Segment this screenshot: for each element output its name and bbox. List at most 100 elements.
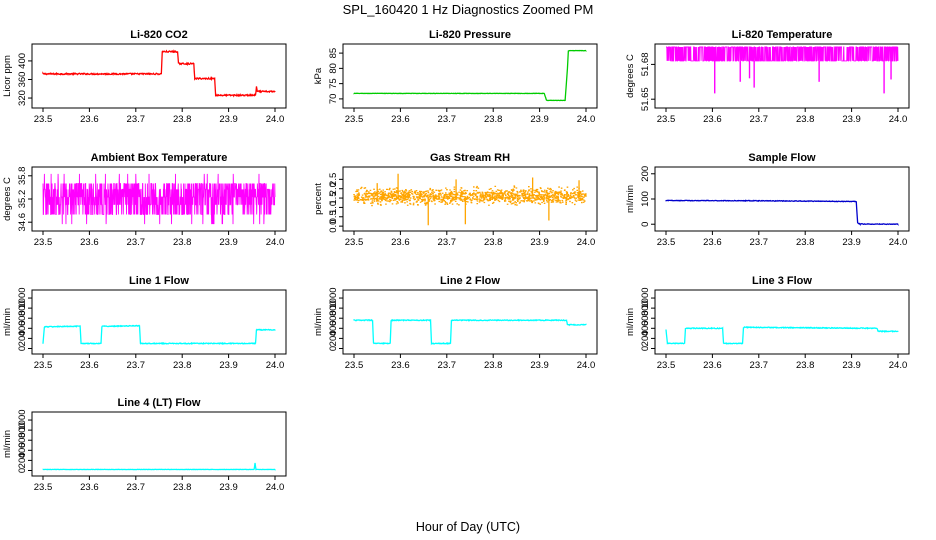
y-axis-label: ml/min (313, 308, 324, 336)
panel-grid: Li-820 CO2 Licor ppm 23.5 23.6 23.7 23.8 23.9 2… (2, 29, 910, 493)
y-tick-label: 800 (640, 300, 651, 316)
x-tick-label: 23.6 (703, 360, 722, 371)
x-tick-label: 23.8 (173, 482, 192, 493)
x-tick-label: 23.8 (173, 237, 192, 248)
x-tick-label: 23.9 (530, 114, 549, 125)
x-tick-label: 23.9 (219, 360, 238, 371)
panel-title: Line 1 Flow (129, 275, 189, 287)
y-tick-label: 400 (17, 53, 28, 69)
y-tick-label: 0.5 (328, 210, 339, 223)
panel-line-4-lt-flow: Line 4 (LT) Flow ml/min 23.5 23.6 23.7 23.8 23… (2, 397, 287, 493)
x-tick-label: 24.0 (266, 482, 285, 493)
panel-gas-stream-rh: Gas Stream RH percent 23.5 23.6 23.7 23.8 23.9… (313, 152, 598, 248)
x-tick-label: 24.0 (889, 237, 908, 248)
x-tick-label: 23.6 (391, 237, 410, 248)
y-tick-label: 600 (17, 310, 28, 326)
y-tick-label: 51.65 (640, 87, 651, 111)
y-tick-label: 80 (328, 63, 339, 74)
x-tick-label: 24.0 (577, 114, 596, 125)
x-tick-label: 23.5 (657, 114, 676, 125)
data-series (353, 173, 587, 226)
panel-title: Gas Stream RH (430, 152, 510, 164)
x-tick-label: 23.6 (80, 360, 99, 371)
y-tick-label: 51.68 (640, 53, 651, 77)
y-tick-label: 2.5 (328, 173, 339, 186)
y-tick-label: 35.2 (17, 190, 28, 209)
data-series (42, 173, 276, 225)
panel-title: Line 2 Flow (440, 275, 500, 287)
x-tick-label: 23.8 (484, 237, 503, 248)
x-tick-label: 23.8 (173, 360, 192, 371)
y-tick-label: 1000 (17, 287, 28, 308)
y-tick-label: 400 (17, 442, 28, 458)
x-tick-label: 23.6 (391, 114, 410, 125)
x-tick-label: 23.8 (484, 360, 503, 371)
x-tick-label: 23.6 (703, 114, 722, 125)
x-tick-label: 23.9 (842, 360, 861, 371)
x-tick-label: 24.0 (889, 360, 908, 371)
x-tick-label: 23.8 (796, 360, 815, 371)
x-tick-label: 23.6 (391, 360, 410, 371)
x-tick-label: 23.7 (438, 360, 457, 371)
data-series (353, 49, 587, 102)
y-tick-label: 100 (640, 191, 651, 207)
series-line (42, 49, 276, 98)
x-tick-label: 23.5 (34, 114, 53, 125)
x-tick-label: 23.8 (173, 114, 192, 125)
x-tick-label: 23.7 (438, 237, 457, 248)
y-tick-label: 34.6 (17, 213, 28, 232)
panel-li-820-co2: Li-820 CO2 Licor ppm 23.5 23.6 23.7 23.8 23.9 2… (2, 29, 287, 125)
y-tick-label: 600 (17, 432, 28, 448)
y-axis-label: kPa (313, 67, 324, 84)
y-tick-label: 400 (17, 320, 28, 336)
panel-title: Li-820 Pressure (429, 29, 511, 41)
x-tick-label: 23.9 (219, 237, 238, 248)
y-axis-label: percent (313, 183, 324, 215)
x-tick-label: 23.7 (438, 114, 457, 125)
y-tick-label: 70 (328, 94, 339, 105)
panel-li-820-pressure: Li-820 Pressure kPa 23.5 23.6 23.7 23.8 23.9 24… (313, 29, 598, 125)
data-series (42, 49, 276, 98)
x-tick-label: 23.5 (657, 237, 676, 248)
x-tick-label: 23.6 (80, 237, 99, 248)
x-tick-label: 23.5 (34, 482, 53, 493)
series-points (353, 173, 587, 226)
y-tick-label: 800 (328, 300, 339, 316)
y-tick-label: 0.0 (328, 220, 339, 233)
x-tick-label: 23.7 (127, 360, 146, 371)
x-tick-label: 24.0 (889, 114, 908, 125)
data-series (42, 324, 276, 346)
x-tick-label: 23.8 (796, 237, 815, 248)
x-tick-label: 23.6 (80, 482, 99, 493)
panel-line-2-flow: Line 2 Flow ml/min 23.5 23.6 23.7 23.8 23.9 24.… (313, 275, 598, 371)
x-tick-label: 23.7 (750, 360, 769, 371)
series-line (665, 199, 899, 227)
x-tick-label: 24.0 (266, 360, 285, 371)
x-tick-label: 23.5 (345, 237, 364, 248)
x-tick-label: 23.7 (750, 114, 769, 125)
data-series (665, 199, 899, 227)
y-tick-label: 200 (640, 166, 651, 182)
y-tick-label: 0 (17, 346, 28, 351)
y-axis-label: ml/min (625, 308, 636, 336)
plot-frame (654, 289, 910, 355)
y-tick-label: 0 (328, 346, 339, 351)
panel-title: Sample Flow (748, 152, 816, 164)
y-tick-label: 1000 (17, 409, 28, 430)
x-tick-label: 23.7 (127, 114, 146, 125)
y-tick-label: 360 (17, 72, 28, 88)
plot-frame (31, 411, 287, 477)
x-tick-label: 23.5 (34, 237, 53, 248)
series-line (666, 46, 899, 62)
x-tick-label: 24.0 (577, 237, 596, 248)
data-series (42, 462, 276, 471)
y-tick-label: 400 (328, 320, 339, 336)
x-tick-label: 23.5 (657, 360, 676, 371)
plot-frame (654, 43, 910, 109)
panel-title: Li-820 Temperature (732, 29, 833, 41)
y-tick-label: 1000 (640, 287, 651, 308)
y-tick-label: 1.0 (328, 201, 339, 214)
x-tick-label: 23.8 (796, 114, 815, 125)
plot-frame (31, 43, 287, 109)
